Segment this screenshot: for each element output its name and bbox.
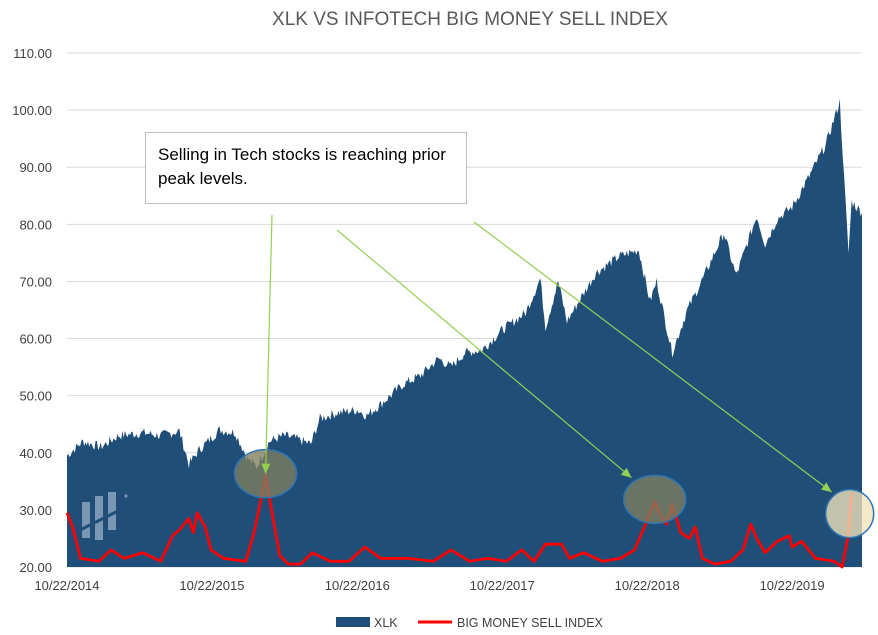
highlight-circle — [622, 474, 687, 525]
legend-swatch-xlk — [336, 617, 370, 627]
x-axis: 10/22/2014 10/22/2015 10/22/2016 10/22/2017… — [34, 578, 824, 593]
highlight-circle — [824, 488, 875, 539]
logo-watermark-icon — [79, 492, 128, 540]
x-tick-label: 10/22/2015 — [179, 578, 244, 593]
arrow-head-icon — [261, 463, 271, 474]
series-area-xlk — [67, 98, 862, 567]
x-tick-label: 10/22/2016 — [325, 578, 390, 593]
arrow-head-icon — [620, 467, 632, 478]
x-tick-label: 10/22/2014 — [34, 578, 99, 593]
y-tick-label: 80.00 — [19, 217, 52, 232]
annotation-arrow — [264, 214, 273, 474]
y-tick-label: 90.00 — [19, 160, 52, 175]
legend-label-xlk: XLK — [374, 616, 398, 630]
y-tick-label: 40.00 — [19, 446, 52, 461]
plot-area — [65, 98, 862, 569]
y-tick-label: 50.00 — [19, 389, 52, 404]
series-line-sell-index — [65, 474, 854, 569]
x-tick-label: 10/22/2019 — [760, 578, 825, 593]
y-axis: 20.00 30.00 40.00 50.00 60.00 70.00 80.00 90.00… — [12, 46, 52, 575]
y-tick-label: 30.00 — [19, 503, 52, 518]
annotation-callout: Selling in Tech stocks is reaching prior… — [145, 132, 467, 204]
arrow-head-icon — [820, 482, 832, 492]
legend-label-sell-index: BIG MONEY SELL INDEX — [457, 616, 604, 630]
x-tick-label: 10/22/2018 — [615, 578, 680, 593]
y-tick-label: 100.00 — [12, 103, 52, 118]
x-tick-label: 10/22/2017 — [470, 578, 535, 593]
y-tick-label: 70.00 — [19, 274, 52, 289]
y-tick-label: 110.00 — [13, 46, 52, 61]
y-tick-label: 20.00 — [19, 560, 52, 575]
annotation-arrow — [336, 229, 632, 479]
y-tick-label: 60.00 — [19, 332, 52, 347]
chart-title: XLK VS INFOTECH BIG MONEY SELL INDEX — [272, 9, 668, 30]
legend: XLK BIG MONEY SELL INDEX — [336, 616, 604, 630]
annotation-arrow — [473, 221, 833, 493]
annotation-arrows — [261, 214, 833, 493]
